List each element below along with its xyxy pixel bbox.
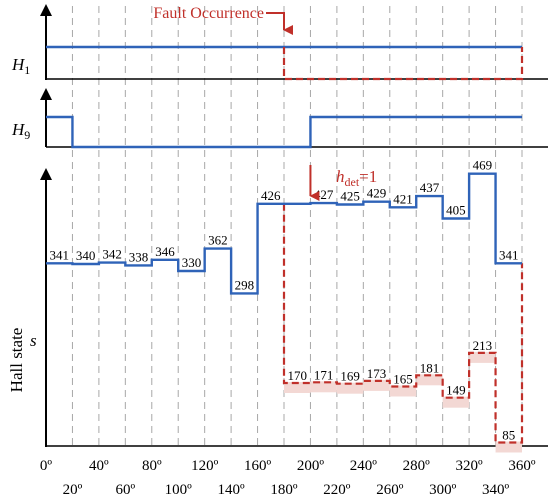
- h1-axis-arrow: [40, 4, 52, 16]
- fault-step-fill: [442, 396, 470, 408]
- fault-value-label: 181: [420, 360, 440, 375]
- x-tick-label: 60º: [116, 482, 136, 498]
- h1-series: [46, 45, 524, 81]
- h1-fault-line: [282, 47, 524, 81]
- x-tick-labels: 0º 40º 80º 120º 160º 200º 240º 280º 320º 360º 20º 6…: [40, 458, 536, 498]
- fault-value-label: 169: [340, 369, 360, 384]
- h1-panel: H1: [11, 4, 548, 81]
- normal-value-label: 330: [182, 255, 202, 270]
- fault-value-label: 173: [367, 366, 387, 381]
- s-label: s: [30, 331, 37, 350]
- h9-normal-line: [46, 115, 522, 149]
- h9-panel: H9: [11, 88, 548, 149]
- x-tick-label: 260º: [376, 482, 404, 498]
- fault-value-label: 85: [502, 428, 515, 443]
- fault-step-fill: [284, 382, 311, 393]
- hdet-label: hdet=1: [336, 167, 377, 189]
- x-tick-label: 300º: [429, 482, 457, 498]
- x-tick-label: 280º: [403, 458, 431, 474]
- s-fault-series: [282, 203, 524, 453]
- fault-step-fill: [310, 381, 337, 393]
- x-tick-label: 80º: [142, 458, 162, 474]
- s-ylabel: Hall state: [7, 328, 26, 393]
- normal-value-label: 341: [49, 247, 69, 262]
- normal-value-label: 338: [129, 249, 149, 264]
- hdet-annotation: hdet=1: [309, 165, 377, 201]
- x-tick-label: 160º: [244, 458, 272, 474]
- s-normal-series: [46, 172, 522, 295]
- fault-step-fill: [389, 385, 417, 397]
- x-tick-label: 340º: [482, 482, 510, 498]
- normal-value-label: 346: [155, 244, 175, 259]
- x-tick-label: 140º: [218, 482, 246, 498]
- h9-series: [46, 115, 522, 149]
- x-tick-label: 240º: [350, 458, 378, 474]
- s-fault-line: [282, 203, 524, 444]
- fault-occurrence-annotation: Fault Occurrence: [153, 5, 293, 35]
- fault-value-label: 171: [314, 367, 334, 382]
- normal-value-label: 427: [314, 187, 334, 202]
- fault-value-label: 149: [446, 383, 466, 398]
- s-panel: Hall state s 341 340 342 338 346 330 362 298 426…: [7, 158, 548, 498]
- x-tick-label: 40º: [89, 458, 109, 474]
- fault-value-label: 165: [393, 372, 413, 387]
- normal-value-label: 437: [420, 180, 440, 195]
- s-axis-arrow: [40, 168, 52, 180]
- fault-step-fill: [495, 441, 522, 453]
- s-normal-line: [46, 172, 522, 295]
- fault-occurrence-label: Fault Occurrence: [153, 5, 264, 22]
- x-tick-label: 200º: [297, 458, 325, 474]
- x-tick-label: 120º: [191, 458, 219, 474]
- normal-value-label: 362: [208, 233, 228, 248]
- x-tick-label: 20º: [63, 482, 83, 498]
- s-value-labels: 341 340 342 338 346 330 362 298 426 427 425 429 421 4…: [49, 158, 518, 443]
- fault-value-label: 213: [473, 338, 493, 353]
- x-tick-label: 0º: [40, 458, 53, 474]
- fault-step-fill: [336, 382, 364, 394]
- h9-axis-arrow: [40, 88, 52, 100]
- fault-step-fill: [363, 379, 390, 391]
- normal-value-label: 426: [261, 188, 281, 203]
- fault-step-fill: [416, 374, 443, 386]
- fault-value-label: 170: [287, 368, 307, 383]
- h1-label: H1: [11, 55, 30, 77]
- x-tick-label: 180º: [270, 482, 298, 498]
- normal-value-label: 342: [102, 247, 122, 262]
- fault-step-fill: [469, 351, 496, 363]
- normal-value-label: 469: [473, 158, 493, 173]
- x-tick-label: 360º: [508, 458, 536, 474]
- x-tick-label: 320º: [456, 458, 484, 474]
- x-tick-label: 100º: [165, 482, 193, 498]
- x-tick-label: 220º: [323, 482, 351, 498]
- fault-occurrence-arrow: [266, 12, 293, 35]
- normal-value-label: 340: [76, 248, 96, 263]
- normal-value-label: 425: [340, 189, 360, 204]
- normal-value-label: 341: [499, 247, 519, 262]
- h9-label: H9: [11, 120, 30, 142]
- normal-value-label: 405: [446, 203, 466, 218]
- normal-value-label: 421: [393, 191, 413, 206]
- normal-value-label: 298: [235, 277, 255, 292]
- normal-value-label: 429: [367, 186, 387, 201]
